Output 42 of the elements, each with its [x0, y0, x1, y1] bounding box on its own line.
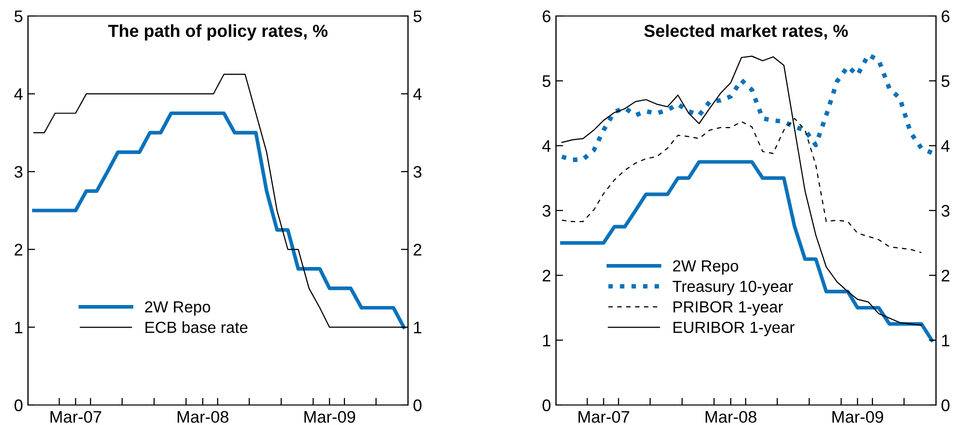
x-tick-label: Mar-07 [50, 410, 102, 423]
y2-tick-label: 3 [941, 204, 950, 217]
legend-label: ECB base rate [146, 321, 248, 334]
y-tick-label: 3 [14, 166, 22, 178]
y2-tick-label: 4 [413, 88, 422, 100]
y2-tick-label: 5 [942, 75, 950, 88]
y2-tick-label: 1 [942, 334, 950, 346]
legend-label: Treasury 10-year [672, 280, 794, 296]
y-tick-label: 4 [542, 140, 551, 152]
x-tick-label: Mar-09 [304, 410, 356, 423]
y-tick-label: 0 [14, 399, 22, 412]
y2-tick-label: 2 [942, 270, 950, 282]
x-tick-label: Mar-08 [178, 410, 228, 423]
y-tick-label: 2 [542, 270, 550, 282]
y-tick-label: 3 [542, 204, 550, 217]
y-tick-label: 0 [542, 399, 550, 412]
y2-tick-label: 0 [414, 399, 422, 412]
legend-label: PRIBOR 1-year [674, 301, 783, 316]
chart-title: The path of policy rates, % [108, 24, 328, 40]
y-tick-label: 6 [542, 10, 550, 22]
x-tick-label: Mar-07 [578, 410, 630, 423]
legend-label: 2W Repo [673, 260, 738, 275]
legend-label: EURIBOR 1-year [674, 322, 794, 336]
legend-label: 2W Repo [145, 301, 210, 316]
y2-tick-label: 5 [414, 10, 422, 22]
y-tick-label: 2 [14, 244, 22, 256]
y2-tick-label: 2 [414, 244, 422, 256]
y-tick-label: 5 [542, 75, 550, 88]
y2-tick-label: 6 [942, 10, 950, 22]
chart-title: Selected market rates, % [644, 24, 848, 40]
y-tick-label: 1 [15, 322, 22, 334]
y2-tick-label: 1 [414, 322, 422, 334]
y-tick-label: 4 [14, 88, 23, 100]
y-tick-label: 1 [543, 334, 550, 346]
line-series [560, 160, 934, 342]
x-tick-label: Mar-09 [832, 410, 884, 423]
y-tick-label: 5 [14, 10, 22, 22]
y2-tick-label: 4 [941, 140, 950, 152]
line-series [560, 52, 934, 162]
x-tick-label: Mar-08 [706, 410, 756, 423]
y2-tick-label: 0 [942, 399, 950, 412]
y2-tick-label: 3 [413, 166, 422, 178]
